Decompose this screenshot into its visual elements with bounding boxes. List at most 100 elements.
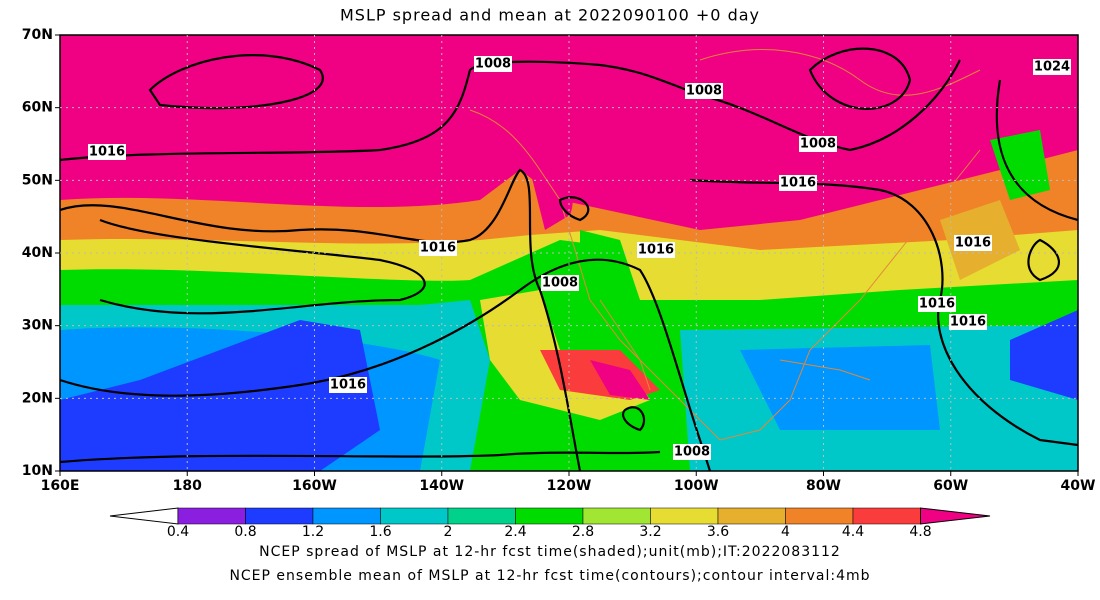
x-tick-label: 160W [292,478,337,494]
contour [60,59,961,162]
colorbar-label: 2 [444,524,453,540]
contour-label-bg [419,240,457,256]
colorbar: 0.4 0.8 1.2 1.6 2 2.4 2.8 3.2 3.6 4 4.4 4.8 [109,507,991,540]
colorbar-swatch [650,507,719,525]
contour-label-bg [474,56,512,72]
contour-label-bg [1033,59,1071,75]
colorbar-swatch [380,507,449,525]
y-tick-label: 30N [22,318,53,334]
shade-region [590,360,650,400]
shade-region [580,230,640,310]
contour-label-bg [673,444,711,460]
contour-label: 1024 [1034,60,1070,75]
y-tick-label: 50N [22,172,53,188]
contour-label: 1008 [686,84,722,99]
contour-label-bg [541,275,579,291]
colorbar-swatch [177,507,246,525]
contour-label: 1008 [800,137,836,152]
contour-label-bg [949,314,987,330]
contour-label-bg [88,144,126,160]
contour-label-bg [685,83,723,99]
colorbar-under [109,507,179,525]
contour-label: 1016 [950,315,986,330]
contour-label: 1016 [89,145,125,160]
axes: 160E 180 160W 140W 120W 100W 80W 60W 40W 10N 20N 30… [22,27,1096,494]
shade-region [990,130,1050,200]
coastlines [469,49,981,441]
x-tick-label: 80W [806,478,841,494]
colorbar-label: 4.4 [842,524,864,540]
shade-region [1010,310,1078,400]
colorbar-label: 1.6 [369,524,391,540]
contour [60,450,661,464]
x-tick-label: 120W [547,478,592,494]
contour [995,79,1078,222]
colorbar-swatch [515,507,584,525]
x-tick-label: 100W [674,478,719,494]
contour-label: 1016 [330,378,366,393]
coastline [599,299,651,391]
footer-line: NCEP spread of MSLP at 12-hr fcst time(s… [259,544,841,560]
y-tick-label: 60N [22,100,53,116]
contour-label: 1016 [919,297,955,312]
footer-line: NCEP ensemble mean of MSLP at 12-hr fcst… [229,568,870,584]
contour-label-bg [954,235,992,251]
shade-region [530,168,573,230]
contour-label-bg [918,296,956,312]
contour-label: 1016 [955,236,991,251]
y-tick-label: 40N [22,245,53,261]
contour-label: 1016 [420,241,456,256]
colorbar-label: 3.6 [707,524,729,540]
contour [99,218,426,315]
contour-label: 1008 [542,276,578,291]
coastline [699,49,981,96]
colorbar-label: 0.4 [167,524,189,540]
contour-label-bg [779,175,817,191]
coastline [469,109,981,441]
contour [148,54,324,110]
contour [60,258,712,471]
colorbar-over [920,507,991,525]
contour-label: 1016 [780,176,816,191]
colorbar-label: 0.8 [234,524,256,540]
contour-label: 1008 [475,57,511,72]
contour [1027,238,1061,282]
x-tick-label: 160E [41,478,80,494]
contour-label-bg [329,377,367,393]
y-tick-label: 70N [22,27,53,43]
shade-region [60,320,380,471]
y-tick-label: 20N [22,390,53,406]
colorbar-swatch [245,507,314,525]
colorbar-label: 3.2 [639,524,661,540]
y-tick-label: 10N [22,463,53,479]
contour [622,406,646,432]
colorbar-swatch [312,507,381,525]
contour-label-bg [799,136,837,152]
contour-labels: 1008 1008 1016 1008 1016 1016 1016 1008 1016 1016… [88,56,1071,460]
title: MSLP spread and mean at 2022090100 +0 da… [340,6,760,25]
contour-label: 1008 [674,445,710,460]
x-tick-label: 40W [1061,478,1096,494]
colorbar-swatch [852,507,921,525]
shade-region [740,345,940,430]
colorbar-label: 1.2 [302,524,324,540]
coastline [779,359,871,381]
contour [558,196,590,222]
colorbar-label: 4.8 [909,524,931,540]
contour [60,168,582,471]
colorbar-swatch [717,507,786,525]
colorbar-label: 2.4 [504,524,526,540]
contour-label: 1016 [638,243,674,258]
x-tick-label: 60W [933,478,968,494]
colorbar-label: 4 [781,524,790,540]
colorbar-swatch [447,507,516,525]
colorbar-swatch [785,507,854,525]
x-tick-label: 140W [419,478,464,494]
colorbar-label: 2.8 [572,524,594,540]
colorbar-swatch [582,507,651,525]
contour [808,47,912,110]
x-tick-label: 180 [173,478,202,494]
contour-label-bg [637,242,675,258]
